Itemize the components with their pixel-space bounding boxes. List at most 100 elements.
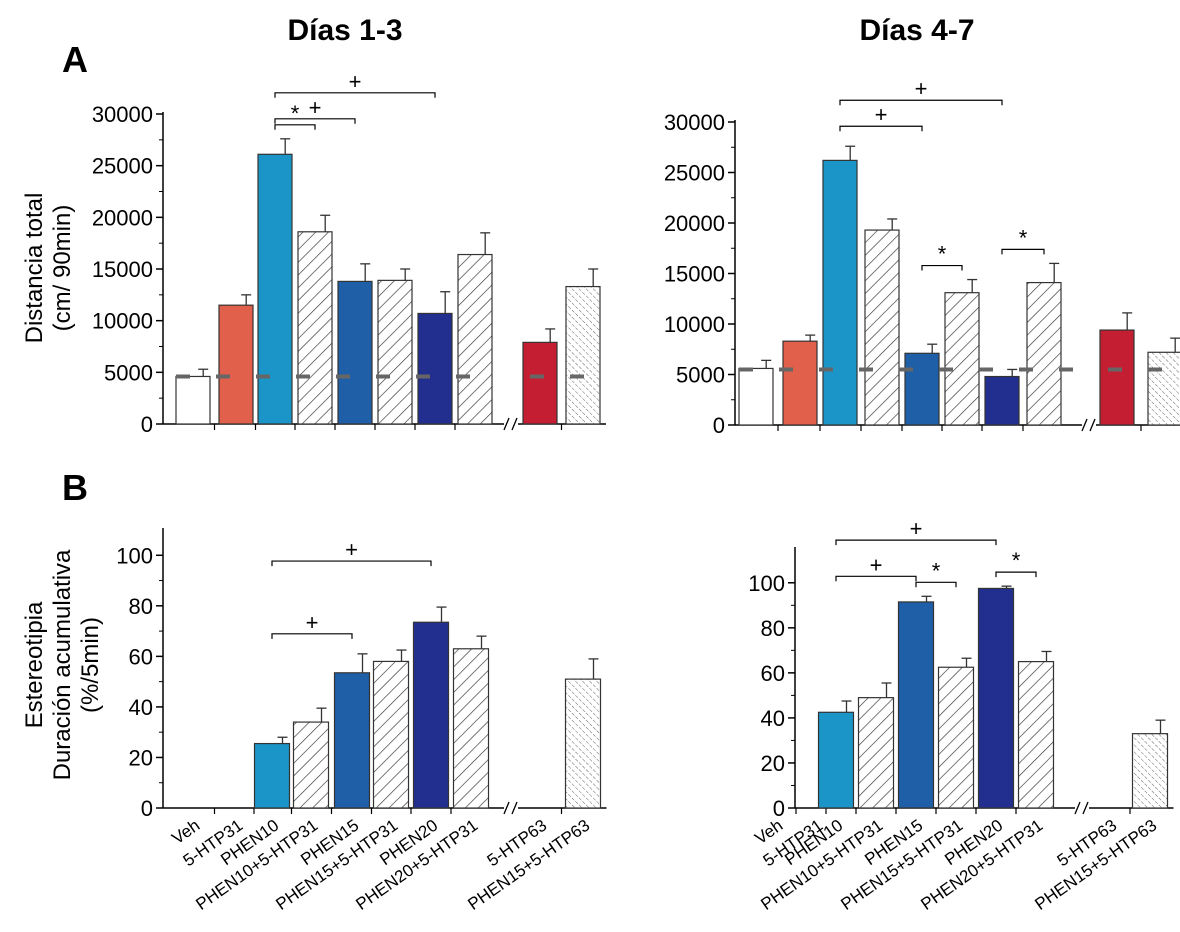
bar-phen15-plus-5-htp63 [1147,351,1180,426]
y-tick-label: 60 [761,661,785,686]
ylabel-b-line1: Estereotipia [21,601,48,728]
bar-phen10 [822,159,858,426]
bar-phen15 [333,672,371,809]
axis-break-mark [503,801,510,815]
chart-a-days-1-3: 0 5000 10000 15000 20000 25000 30000 * + + [92,69,606,437]
significance-label: + [345,537,358,562]
y-tick-label: 30000 [92,102,153,127]
bar-phen15-plus-5-htp31 [377,279,413,425]
y-tick-label: 20 [761,751,785,776]
y-tick-label: 100 [748,571,785,596]
y-tick-label: 20000 [664,211,725,236]
y-tick-label: 40 [129,695,153,720]
significance-bracket [921,264,963,271]
significance-bracket [839,99,1003,106]
significance-label: + [910,516,923,541]
significance-bracket [271,633,353,639]
bar-phen10-plus-5-htp31 [864,229,900,426]
bar-phen20-plus-5-htp31 [1017,661,1055,809]
y-tick-label: 0 [141,412,153,437]
significance-label: * [1019,225,1028,250]
y-tick-label: 80 [761,616,785,641]
bar-phen10 [257,153,293,425]
bar-phen20 [977,587,1015,809]
bar-phen10-plus-5-htp31 [297,231,333,425]
significance-bracket [1001,248,1045,255]
bar-phen15 [337,280,373,425]
bar-veh [175,375,211,425]
significance-label: * [1012,548,1021,573]
significance-bracket [274,124,316,130]
axis-break-mark [511,417,518,431]
y-tick-label: 0 [141,796,153,821]
y-tick-label: 10000 [92,309,153,334]
significance-label: + [349,69,362,94]
bar-phen15-plus-5-htp63 [565,285,601,425]
ylabel-a-line2: (cm/ 90min) [49,205,76,332]
ylabel-a-line1: Distancia total [21,193,48,344]
bar-5-htp31 [218,304,254,425]
title-days-4-7: Días 4-7 [859,14,974,47]
bar-phen10 [253,742,291,809]
significance-label: + [309,95,322,120]
significance-bracket [835,575,917,582]
bar-phen20 [412,621,450,809]
bar-phen15-plus-5-htp63 [1131,733,1169,809]
y-tick-label: 25000 [664,161,725,186]
bar-phen10-plus-5-htp31 [292,721,330,809]
significance-label: + [875,102,888,127]
y-tick-label: 20000 [92,205,153,230]
y-tick-label: 25000 [92,154,153,179]
significance-bracket [839,125,923,132]
y-tick-label: 40 [761,706,785,731]
significance-bracket [915,581,957,588]
significance-label: * [938,242,947,267]
bar-5-htp63 [522,341,558,425]
significance-label: + [870,552,883,577]
title-days-1-3: Días 1-3 [287,14,402,47]
chart-a-days-4-7: 0 5000 10000 15000 20000 25000 30000 + + * * [664,76,1180,438]
significance-label: * [932,558,941,583]
y-tick-label: 100 [116,543,153,568]
y-tick-label: 60 [129,644,153,669]
panel-label-a: A [62,39,88,80]
y-tick-label: 5000 [104,360,153,385]
significance-bracket [274,92,436,98]
y-tick-label: 15000 [92,257,153,282]
axis-break-mark [511,801,518,815]
significance-label: + [915,76,928,101]
ylabel-b-line3: (%/5min) [77,617,104,713]
bar-phen20-plus-5-htp31 [452,648,490,809]
bar-phen10-plus-5-htp31 [857,697,895,809]
bar-phen20-plus-5-htp31 [1026,281,1062,426]
ylabel-b-line2: Duración acumulativa [49,549,76,780]
bar-phen20 [417,312,453,425]
bar-phen15 [904,352,940,426]
significance-bracket [274,118,356,124]
significance-bracket [995,571,1037,578]
bar-phen20-plus-5-htp31 [457,253,493,425]
y-tick-label: 5000 [676,363,725,388]
axis-break-mark [1074,801,1081,815]
bar-phen20 [984,375,1020,426]
axis-break-mark [1081,418,1088,432]
y-tick-label: 0 [773,796,785,821]
significance-label: + [306,610,319,635]
axis-break-mark [1089,418,1096,432]
y-tick-label: 15000 [664,262,725,287]
bar-phen10 [817,711,855,809]
y-tick-label: 20 [129,745,153,770]
y-tick-label: 0 [713,413,725,438]
significance-bracket [271,560,432,567]
bar-phen15-plus-5-htp31 [937,666,975,809]
bar-veh [738,367,774,426]
y-tick-label: 30000 [664,110,725,135]
y-tick-label: 10000 [664,312,725,337]
axis-break-mark [503,417,510,431]
axis-break-mark [1082,801,1089,815]
bar-phen15-plus-5-htp31 [944,292,980,426]
chart-b-days-1-3: 020406080100++Veh5-HTP31PHEN10PHEN10+5-H… [116,528,607,914]
significance-bracket [835,539,997,546]
